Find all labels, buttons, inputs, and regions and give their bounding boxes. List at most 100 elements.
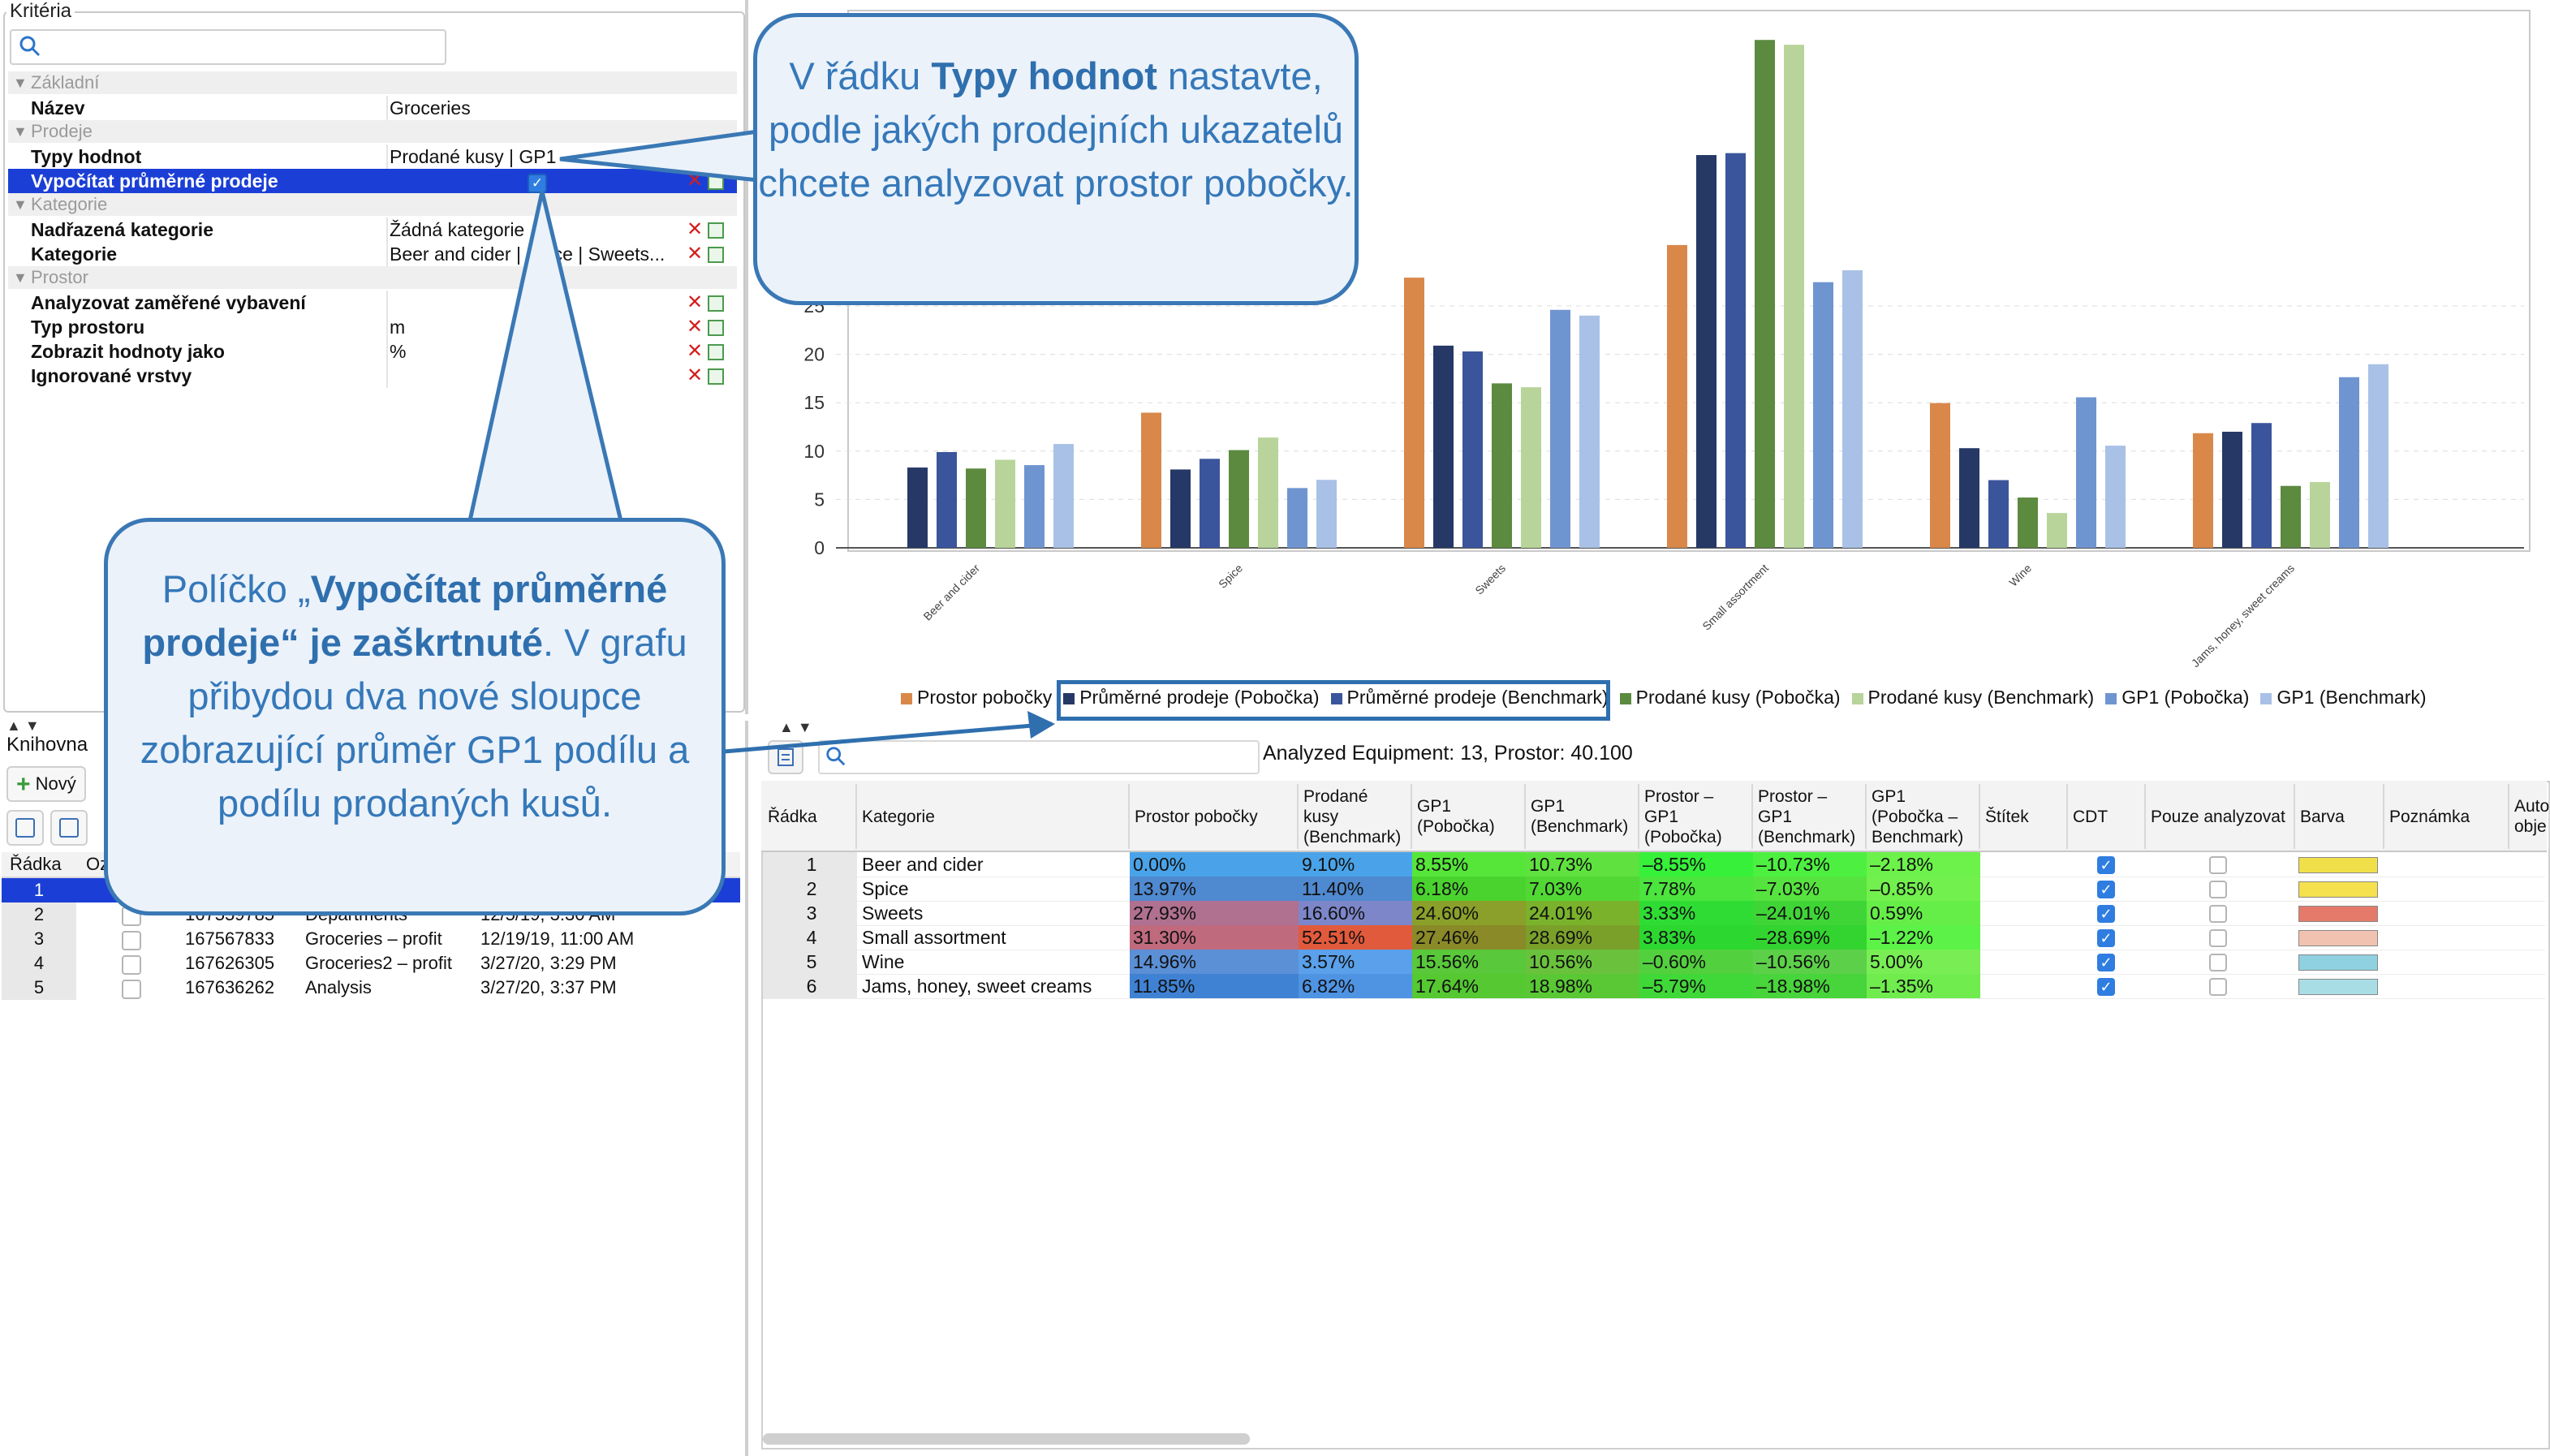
legend-item[interactable]: Prostor pobočky <box>901 687 1052 709</box>
color-swatch[interactable] <box>2298 954 2378 971</box>
legend-item[interactable]: GP1 (Benchmark) <box>2260 687 2427 709</box>
bar-4-5[interactable] <box>2076 397 2096 548</box>
bar-3-3[interactable] <box>1755 40 1775 548</box>
bar-5-0[interactable] <box>2193 433 2213 548</box>
column-header[interactable]: Štítek <box>1980 784 2068 849</box>
bar-0-6[interactable] <box>1053 444 1074 548</box>
legend-item[interactable]: Průměrné prodeje (Pobočka) <box>1063 687 1320 709</box>
clear-icon[interactable]: ✕ <box>687 170 704 192</box>
bar-3-1[interactable] <box>1696 155 1717 548</box>
bar-1-1[interactable] <box>1170 469 1191 548</box>
horizontal-scrollbar[interactable] <box>763 1433 1250 1445</box>
bar-3-5[interactable] <box>1813 282 1833 548</box>
edit-icon[interactable] <box>708 320 724 336</box>
analyze-only-checkbox[interactable] <box>2209 954 2227 971</box>
bar-0-5[interactable] <box>1024 465 1045 548</box>
table-row[interactable]: 5 Wine 14.96% 3.57% 15.56% 10.56% –0.60% –10.56… <box>763 950 2545 975</box>
table-search-input[interactable] <box>818 740 1260 774</box>
table-row[interactable]: 1 Beer and cider 0.00% 9.10% 8.55% 10.73% –8.5… <box>763 852 2545 877</box>
bar-2-0[interactable] <box>1404 278 1424 548</box>
bar-0-1[interactable] <box>907 467 928 548</box>
bar-0-3[interactable] <box>966 468 986 548</box>
property-value[interactable]: % <box>390 341 407 362</box>
bar-1-5[interactable] <box>1287 488 1307 548</box>
color-swatch[interactable] <box>2298 906 2378 922</box>
bar-0-2[interactable] <box>937 451 957 548</box>
expand-triangle-icon[interactable]: ▼ <box>13 75 28 91</box>
column-header[interactable]: Kategorie <box>857 784 1130 849</box>
bar-5-3[interactable] <box>2281 485 2301 548</box>
bar-5-5[interactable] <box>2339 377 2359 548</box>
expand-triangle-icon[interactable]: ▼ <box>13 269 28 286</box>
color-swatch[interactable] <box>2298 881 2378 898</box>
edit-icon[interactable] <box>708 222 724 239</box>
table-row[interactable]: 2 Spice 13.97% 11.40% 6.18% 7.03% 7.78% –7.03% –… <box>763 877 2545 902</box>
bar-3-4[interactable] <box>1784 45 1804 549</box>
criteria-search-input[interactable] <box>10 29 446 65</box>
property-row[interactable]: Nadřazená kategorie Žádná kategorie ✕ <box>8 218 737 242</box>
bar-4-4[interactable] <box>2047 513 2067 548</box>
column-header[interactable]: Barva <box>2295 784 2384 849</box>
legend-item[interactable]: Průměrné prodeje (Benchmark) <box>1330 687 1609 709</box>
clear-icon[interactable]: ✕ <box>687 364 704 386</box>
analyze-only-checkbox[interactable] <box>2209 978 2227 996</box>
property-value[interactable]: Prodané kusy | GP1 <box>390 146 557 167</box>
clear-icon[interactable]: ✕ <box>687 316 704 338</box>
section-3[interactable]: ▼ Prostor <box>8 266 737 289</box>
bar-1-3[interactable] <box>1229 450 1249 548</box>
column-header[interactable]: Řádka <box>763 784 857 849</box>
cdt-checkbox[interactable]: ✓ <box>2097 954 2115 971</box>
section-2[interactable]: ▼ Kategorie <box>8 193 737 216</box>
bar-1-4[interactable] <box>1258 437 1278 548</box>
library-row[interactable]: 5 167636262 Analysis 3/27/20, 3:37 PM <box>2 976 740 1000</box>
library-row[interactable]: 3 167567833 Groceries – profit 12/19/19, 11… <box>2 927 740 951</box>
bar-5-6[interactable] <box>2368 364 2388 548</box>
section-0[interactable]: ▼ Základní <box>8 71 737 94</box>
column-header[interactable]: GP1 (Benchmark) <box>1526 784 1639 849</box>
edit-icon[interactable] <box>708 174 724 190</box>
bar-4-3[interactable] <box>2018 498 2038 548</box>
cdt-checkbox[interactable]: ✓ <box>2097 978 2115 996</box>
property-row[interactable]: Vypočítat průměrné prodeje ✓ ✕ <box>8 169 737 193</box>
column-header[interactable]: Pouze analyzovat <box>2146 784 2295 849</box>
column-header[interactable]: Prostor pobočky <box>1130 784 1299 849</box>
clear-icon[interactable]: ✕ <box>687 291 704 313</box>
bar-4-1[interactable] <box>1959 448 1979 548</box>
cdt-checkbox[interactable]: ✓ <box>2097 929 2115 947</box>
column-header[interactable]: Prostor – GP1 (Pobočka) <box>1639 784 1753 849</box>
column-header[interactable]: Prostor – GP1 (Benchmark) <box>1753 784 1867 849</box>
property-row[interactable]: Kategorie Beer and cider | Spice | Sweets… <box>8 242 737 266</box>
bar-0-4[interactable] <box>995 459 1015 548</box>
bar-5-2[interactable] <box>2251 423 2272 548</box>
property-row[interactable]: Typy hodnot Prodané kusy | GP1 ✕ <box>8 144 737 169</box>
column-header[interactable]: Prodané kusy (Benchmark) <box>1299 784 1412 849</box>
bar-2-6[interactable] <box>1579 315 1600 548</box>
bar-5-4[interactable] <box>2310 481 2330 548</box>
clear-icon[interactable]: ✕ <box>687 340 704 362</box>
column-header[interactable]: CDT <box>2068 784 2146 849</box>
edit-icon[interactable] <box>708 368 724 385</box>
bar-2-2[interactable] <box>1462 351 1483 548</box>
table-row[interactable]: 3 Sweets 27.93% 16.60% 24.60% 24.01% 3.33% –24.… <box>763 901 2545 926</box>
duplicate-button[interactable] <box>50 810 88 846</box>
property-value[interactable]: m <box>390 317 406 338</box>
expand-triangle-icon[interactable]: ▼ <box>13 123 28 140</box>
legend-item[interactable]: Prodané kusy (Pobočka) <box>1619 687 1841 709</box>
export-button[interactable] <box>768 740 803 774</box>
bar-3-2[interactable] <box>1725 153 1746 548</box>
row-checkbox[interactable] <box>122 931 141 950</box>
panel-resize-arrows-icon[interactable]: ▲ ▼ <box>6 717 40 734</box>
library-row[interactable]: 4 167626305 Groceries2 – profit 3/27/20, 3:… <box>2 951 740 976</box>
bar-3-0[interactable] <box>1667 244 1687 548</box>
new-button[interactable]: + Nový <box>6 766 86 802</box>
bar-3-6[interactable] <box>1842 270 1863 548</box>
section-1[interactable]: ▼ Prodeje <box>8 120 737 143</box>
bar-1-6[interactable] <box>1316 480 1337 548</box>
row-checkbox[interactable] <box>122 955 141 975</box>
edit-icon[interactable] <box>708 295 724 312</box>
bar-1-0[interactable] <box>1141 412 1161 548</box>
property-value[interactable]: Beer and cider | Spice | Sweets... <box>390 243 665 265</box>
table-row[interactable]: 6 Jams, honey, sweet creams 11.85% 6.82% 17.… <box>763 974 2545 999</box>
property-value[interactable]: Groceries <box>390 97 471 118</box>
select-all-button[interactable] <box>6 810 44 846</box>
